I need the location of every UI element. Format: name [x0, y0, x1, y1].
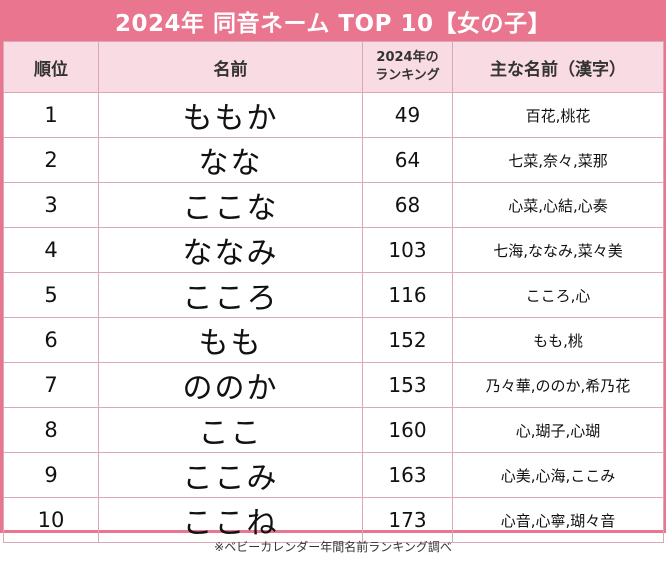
table-row: 7 ののか 153 乃々華,ののか,希乃花: [3, 362, 664, 408]
kanji-cell: 心,瑚子,心瑚: [452, 407, 664, 453]
rank-cell: 10: [3, 497, 99, 543]
table-row: 6 もも 152 もも,桃: [3, 317, 664, 363]
name-cell: なな: [98, 137, 363, 183]
table-body: 1 ももか 49 百花,桃花 2 なな 64 七菜,奈々,菜那 3 ここな 68 心菜,心結,心奏 4 な…: [3, 92, 664, 543]
table-row: 4 ななみ 103 七海,ななみ,菜々美: [3, 227, 664, 273]
footnote: ※ベビーカレンダー年間名前ランキング調べ: [214, 540, 452, 554]
header-line: ランキング: [375, 68, 440, 83]
kanji-cell: 七海,ななみ,菜々美: [452, 227, 664, 273]
header-cell: 順位: [3, 41, 99, 93]
ranking-cell: 64: [362, 137, 453, 183]
rank-cell: 3: [3, 182, 99, 228]
header-cell: 名前: [98, 41, 363, 93]
table-row: 2 なな 64 七菜,奈々,菜那: [3, 137, 664, 183]
kanji-cell: こころ,心: [452, 272, 664, 318]
kanji-cell: 七菜,奈々,菜那: [452, 137, 664, 183]
name-cell: ここみ: [98, 452, 363, 498]
kanji-cell: 百花,桃花: [452, 92, 664, 138]
ranking-cell: 152: [362, 317, 453, 363]
rank-cell: 1: [3, 92, 99, 138]
kanji-cell: 心菜,心結,心奏: [452, 182, 664, 228]
ranking-cell: 153: [362, 362, 453, 408]
header-cell: 2024年の ランキング: [362, 41, 453, 93]
kanji-cell: 心美,心海,ここみ: [452, 452, 664, 498]
table-row: 8 ここ 160 心,瑚子,心瑚: [3, 407, 664, 453]
name-cell: ももか: [98, 92, 363, 138]
rank-cell: 4: [3, 227, 99, 273]
rank-cell: 7: [3, 362, 99, 408]
name-cell: こころ: [98, 272, 363, 318]
ranking-cell: 160: [362, 407, 453, 453]
table-row: 1 ももか 49 百花,桃花: [3, 92, 664, 138]
rank-cell: 2: [3, 137, 99, 183]
kanji-cell: もも,桃: [452, 317, 664, 363]
ranking-cell: 68: [362, 182, 453, 228]
header-row: 順位 名前 2024年の ランキング 主な名前（漢字）: [3, 41, 664, 93]
table-row: 9 ここみ 163 心美,心海,ここみ: [3, 452, 664, 498]
name-cell: ここ: [98, 407, 363, 453]
name-cell: ななみ: [98, 227, 363, 273]
name-cell: もも: [98, 317, 363, 363]
header-line: 2024年の: [376, 50, 439, 65]
table-row: 5 こころ 116 こころ,心: [3, 272, 664, 318]
rank-cell: 9: [3, 452, 99, 498]
ranking-cell: 103: [362, 227, 453, 273]
header-cell: 主な名前（漢字）: [452, 41, 664, 93]
ranking-cell: 173: [362, 497, 453, 543]
name-cell: ここな: [98, 182, 363, 228]
name-cell: ここね: [98, 497, 363, 543]
title: 2024年 同音ネーム TOP 10【女の子】: [0, 0, 666, 41]
table-row: 10 ここね 173 心音,心寧,瑚々音: [3, 497, 664, 543]
rank-cell: 6: [3, 317, 99, 363]
ranking-cell: 116: [362, 272, 453, 318]
kanji-cell: 心音,心寧,瑚々音: [452, 497, 664, 543]
rank-cell: 8: [3, 407, 99, 453]
kanji-cell: 乃々華,ののか,希乃花: [452, 362, 664, 408]
rank-cell: 5: [3, 272, 99, 318]
ranking-cell: 49: [362, 92, 453, 138]
ranking-table: 順位 名前 2024年の ランキング 主な名前（漢字） 1 ももか 49 百花,桃花 2 なな 64…: [3, 41, 664, 543]
name-cell: ののか: [98, 362, 363, 408]
table-row: 3 ここな 68 心菜,心結,心奏: [3, 182, 664, 228]
ranking-cell: 163: [362, 452, 453, 498]
